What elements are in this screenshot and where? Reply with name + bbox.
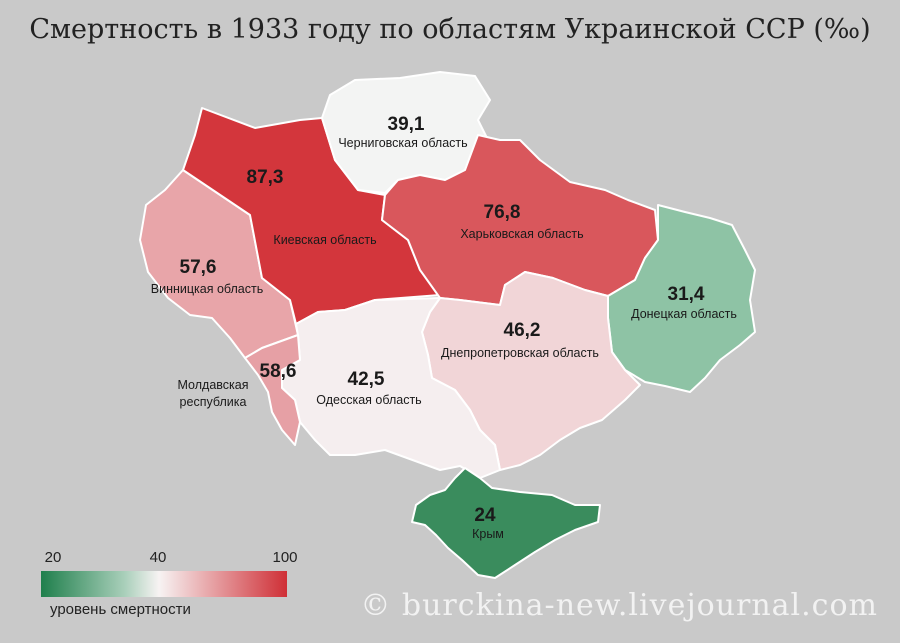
value-chernigov: 39,1 [388,114,425,135]
region-donetsk[interactable] [607,204,756,393]
value-kharkov: 76,8 [484,202,521,223]
label-dnepr: Днепропетровская область [441,346,599,360]
credit-watermark: © burckina-new.livejournal.com [360,588,878,623]
legend-tick-40: 40 [150,549,167,566]
legend: 20 40 100 уровень смертности [41,549,298,618]
legend-tick-20: 20 [45,549,62,566]
value-dnepr: 46,2 [504,320,541,341]
label-odessa: Одесская область [316,393,421,407]
value-moldavia: 58,6 [260,361,297,382]
legend-caption: уровень смертности [50,601,191,618]
value-kiev: 87,3 [247,167,284,188]
legend-tick-100: 100 [272,549,297,566]
value-donetsk: 31,4 [668,284,705,305]
label-donetsk: Донецкая область [631,307,737,321]
value-odessa: 42,5 [348,369,385,390]
label-moldavia-line2: республика [180,395,247,409]
legend-color-scale [41,571,287,597]
label-moldavia-line1: Молдавская [178,378,249,392]
region-moldavia[interactable] [244,334,301,446]
value-crimea: 24 [474,505,496,526]
label-crimea: Крым [472,527,504,541]
label-vinnitsa: Винницкая область [151,282,264,296]
label-kiev: Киевская область [273,233,376,247]
value-vinnitsa: 57,6 [180,257,217,278]
label-kharkov: Харьковская область [460,227,583,241]
map-title: Смертность в 1933 году по областям Украи… [29,14,871,45]
region-crimea[interactable] [411,467,601,579]
label-chernigov: Черниговская область [338,136,467,150]
